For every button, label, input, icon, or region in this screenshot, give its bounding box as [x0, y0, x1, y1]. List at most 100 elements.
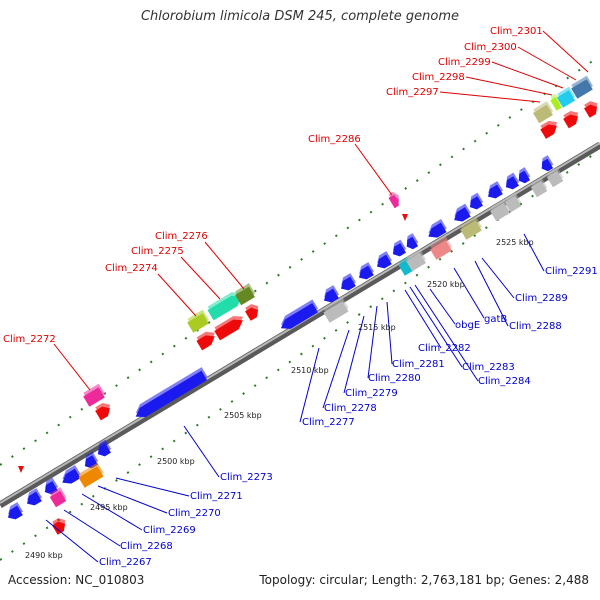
leader-clim-2278: [322, 329, 350, 409]
gene-reverse-20[interactable]: [537, 155, 554, 173]
label-leaders: [45, 30, 589, 563]
gene-reverse-12[interactable]: [388, 239, 407, 259]
scale-label-2525: 2525 kbp: [496, 238, 534, 247]
gene-reverse-8[interactable]: [320, 285, 341, 305]
label-clim-2289[interactable]: Clim_2289: [515, 293, 568, 304]
gene-forward-4[interactable]: [539, 118, 562, 139]
leader-clim-2297: [439, 91, 541, 103]
leader-clim-2269: [81, 493, 143, 531]
leader-clim-2289: [481, 257, 515, 299]
gene-clim-2298[interactable]: [549, 93, 564, 111]
gene-reverse-15[interactable]: [450, 203, 473, 225]
gene-reverse-1[interactable]: [23, 488, 44, 508]
marker-left-triangle: [18, 466, 24, 473]
gene-reverse-9[interactable]: [337, 273, 358, 293]
gene-reverse-19[interactable]: [514, 167, 531, 185]
gene-reverse-10[interactable]: [355, 262, 376, 282]
label-clim-2286[interactable]: Clim_2286: [308, 134, 361, 145]
label-clim-2288[interactable]: Clim_2288: [509, 321, 562, 332]
leader-clim-2283: [409, 286, 463, 368]
label-clim-2276[interactable]: Clim_2276: [155, 231, 208, 242]
gene-clim-2275[interactable]: [206, 288, 246, 321]
gene-clim-2272[interactable]: [82, 383, 107, 407]
gene-clim-2274[interactable]: [186, 309, 211, 333]
gene-clim-2288[interactable]: [503, 192, 523, 213]
gene-forward-7[interactable]: [50, 516, 69, 535]
gene-forward-0[interactable]: [94, 400, 115, 421]
genome-summary-text: Topology: circular; Length: 2,763,181 bp…: [259, 573, 589, 587]
leader-clim-2273: [183, 425, 220, 478]
gene-clim-2286[interactable]: [387, 190, 403, 209]
label-clim-2278[interactable]: Clim_2278: [324, 403, 377, 414]
gene-reverse-16[interactable]: [465, 192, 484, 212]
label-clim-2300[interactable]: Clim_2300: [464, 42, 517, 53]
gene-reverse-11[interactable]: [373, 251, 394, 271]
gene-obge[interactable]: [429, 236, 454, 260]
map-title: Chlorobium limicola DSM 245, complete ge…: [140, 9, 460, 24]
gene-forward-6[interactable]: [582, 99, 600, 118]
gene-clim-2300[interactable]: [570, 75, 595, 99]
label-clim-2284[interactable]: Clim_2284: [478, 376, 531, 387]
gene-reverse-17[interactable]: [484, 181, 505, 201]
leader-clim-2282: [404, 289, 442, 349]
gene-forward-2[interactable]: [213, 312, 248, 341]
gene-forward-5[interactable]: [562, 108, 583, 129]
label-clim-2275[interactable]: Clim_2275: [131, 246, 184, 257]
scale-label-2490: 2490 kbp: [25, 551, 63, 560]
gene-clim-2297[interactable]: [532, 101, 555, 124]
gene-reverse-14[interactable]: [424, 219, 448, 241]
gene-clim-2292[interactable]: [545, 167, 565, 188]
gene-clim-2283[interactable]: [397, 256, 415, 276]
label-clim-2299[interactable]: Clim_2299: [438, 57, 491, 68]
gene-clim-2270[interactable]: [77, 462, 105, 488]
label-obge[interactable]: obgE: [455, 320, 480, 331]
scale-label-2495: 2495 kbp: [90, 503, 128, 512]
gene-reverse-6[interactable]: [131, 367, 209, 421]
label-clim-2273[interactable]: Clim_2273: [220, 472, 273, 483]
label-clim-2274[interactable]: Clim_2274: [105, 263, 158, 274]
label-clim-2271[interactable]: Clim_2271: [190, 491, 243, 502]
gene-reverse-7[interactable]: [276, 299, 319, 333]
label-clim-2297[interactable]: Clim_2297: [386, 87, 439, 98]
accession-text: Accession: NC_010803: [8, 573, 145, 587]
label-clim-2281[interactable]: Clim_2281: [392, 359, 445, 370]
label-gatb[interactable]: gatB: [484, 314, 507, 325]
label-clim-2301[interactable]: Clim_2301: [490, 26, 543, 37]
gene-clim-2284[interactable]: [405, 249, 428, 272]
gene-forward-1[interactable]: [195, 328, 219, 351]
label-clim-2267[interactable]: Clim_2267: [99, 557, 152, 568]
gene-reverse-0[interactable]: [4, 502, 25, 522]
marker-clim-2286-triangle: [402, 214, 408, 221]
leader-clim-2268: [63, 509, 121, 547]
leader-clim-2275: [180, 256, 221, 300]
scale-label-2505: 2505 kbp: [224, 411, 262, 420]
label-clim-2268[interactable]: Clim_2268: [120, 541, 173, 552]
label-clim-2283[interactable]: Clim_2283: [462, 362, 515, 373]
gene-forward-3[interactable]: [243, 302, 262, 321]
label-clim-2291[interactable]: Clim_2291: [545, 266, 598, 277]
label-clim-2269[interactable]: Clim_2269: [143, 525, 196, 536]
gene-reverse-13[interactable]: [402, 233, 419, 251]
gene-gatb[interactable]: [459, 216, 484, 240]
leader-clim-2280: [367, 305, 378, 379]
gene-reverse-5[interactable]: [93, 439, 112, 459]
gene-clim-2268[interactable]: [48, 487, 68, 508]
gene-clim-2278[interactable]: [322, 297, 350, 323]
leader-clim-2277: [299, 347, 320, 423]
label-clim-2272[interactable]: Clim_2272: [3, 334, 56, 345]
leader-clim-2271: [115, 477, 190, 497]
label-clim-2277[interactable]: Clim_2277: [302, 417, 355, 428]
label-clim-2298[interactable]: Clim_2298: [412, 72, 465, 83]
label-clim-2279[interactable]: Clim_2279: [345, 388, 398, 399]
label-clim-2282[interactable]: Clim_2282: [418, 343, 471, 354]
gene-reverse-18[interactable]: [501, 172, 520, 192]
gene-clim-2276[interactable]: [234, 283, 257, 306]
gene-reverse-3[interactable]: [58, 465, 82, 487]
leader-clim-2274: [157, 273, 197, 317]
label-clim-2280[interactable]: Clim_2280: [368, 373, 421, 384]
gene-clim-2299[interactable]: [555, 86, 576, 108]
label-clim-2270[interactable]: Clim_2270: [168, 508, 221, 519]
gene-clim-2289[interactable]: [489, 199, 512, 222]
gene-clim-2291[interactable]: [529, 177, 549, 198]
